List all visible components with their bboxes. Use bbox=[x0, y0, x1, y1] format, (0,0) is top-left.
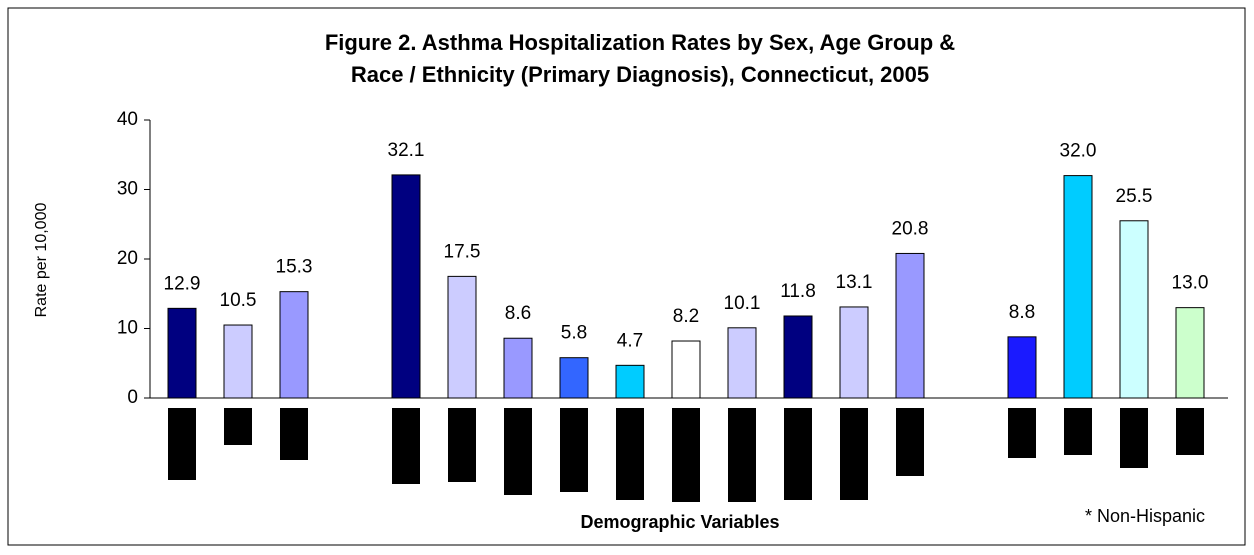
obscured-label bbox=[392, 408, 420, 484]
data-label: 4.7 bbox=[617, 330, 643, 351]
obscured-label bbox=[672, 408, 700, 502]
data-label: 5.8 bbox=[561, 323, 587, 344]
obscured-label bbox=[280, 408, 308, 460]
data-label: 32.0 bbox=[1060, 141, 1097, 162]
chart-title: Figure 2. Asthma Hospitalization Rates b… bbox=[325, 30, 955, 55]
data-label: 10.1 bbox=[724, 293, 761, 314]
data-label: 8.6 bbox=[505, 303, 531, 324]
annotation: * Non-Hispanic bbox=[1085, 506, 1205, 526]
chart-title: Race / Ethnicity (Primary Diagnosis), Co… bbox=[351, 62, 929, 87]
y-tick-label: 10 bbox=[117, 318, 138, 339]
bar bbox=[1063, 175, 1093, 399]
obscured-label bbox=[1120, 408, 1148, 468]
y-tick-label: 20 bbox=[117, 248, 138, 269]
bar bbox=[671, 340, 701, 399]
y-tick-label: 30 bbox=[117, 179, 138, 200]
bar bbox=[783, 315, 813, 399]
data-label: 13.1 bbox=[836, 272, 873, 293]
bar bbox=[727, 327, 757, 399]
obscured-label bbox=[224, 408, 252, 445]
bar bbox=[391, 174, 421, 399]
bar bbox=[839, 306, 869, 399]
bar bbox=[279, 291, 309, 399]
obscured-label bbox=[896, 408, 924, 476]
data-label: 15.3 bbox=[276, 257, 313, 278]
x-axis-label: Demographic Variables bbox=[580, 512, 779, 532]
bar bbox=[1175, 307, 1205, 399]
data-label: 8.8 bbox=[1009, 302, 1035, 323]
obscured-label bbox=[728, 408, 756, 502]
data-label: 8.2 bbox=[673, 306, 699, 327]
data-label: 11.8 bbox=[780, 281, 816, 302]
obscured-label bbox=[560, 408, 588, 492]
obscured-label bbox=[616, 408, 644, 500]
bar bbox=[1007, 336, 1037, 399]
obscured-label bbox=[504, 408, 532, 495]
data-label: 13.0 bbox=[1172, 273, 1209, 294]
data-label: 25.5 bbox=[1116, 186, 1153, 207]
bar bbox=[503, 337, 533, 399]
y-tick-label: 0 bbox=[127, 387, 138, 408]
y-tick-label: 40 bbox=[117, 109, 138, 130]
data-label: 32.1 bbox=[388, 140, 425, 161]
obscured-label bbox=[784, 408, 812, 500]
bar bbox=[167, 307, 197, 399]
obscured-label bbox=[840, 408, 868, 500]
data-label: 20.8 bbox=[892, 218, 929, 239]
obscured-label bbox=[1008, 408, 1036, 458]
bar bbox=[895, 252, 925, 399]
y-axis-label: Rate per 10,000 bbox=[33, 203, 50, 318]
data-label: 10.5 bbox=[220, 290, 257, 311]
bar bbox=[447, 275, 477, 399]
obscured-label bbox=[168, 408, 196, 480]
bar bbox=[1119, 220, 1149, 399]
obscured-label bbox=[1176, 408, 1204, 455]
data-label: 17.5 bbox=[444, 241, 481, 262]
obscured-label bbox=[448, 408, 476, 482]
data-label: 12.9 bbox=[164, 273, 201, 294]
obscured-label bbox=[1064, 408, 1092, 455]
bar bbox=[559, 357, 589, 399]
bar bbox=[223, 324, 253, 399]
bar bbox=[615, 364, 645, 399]
